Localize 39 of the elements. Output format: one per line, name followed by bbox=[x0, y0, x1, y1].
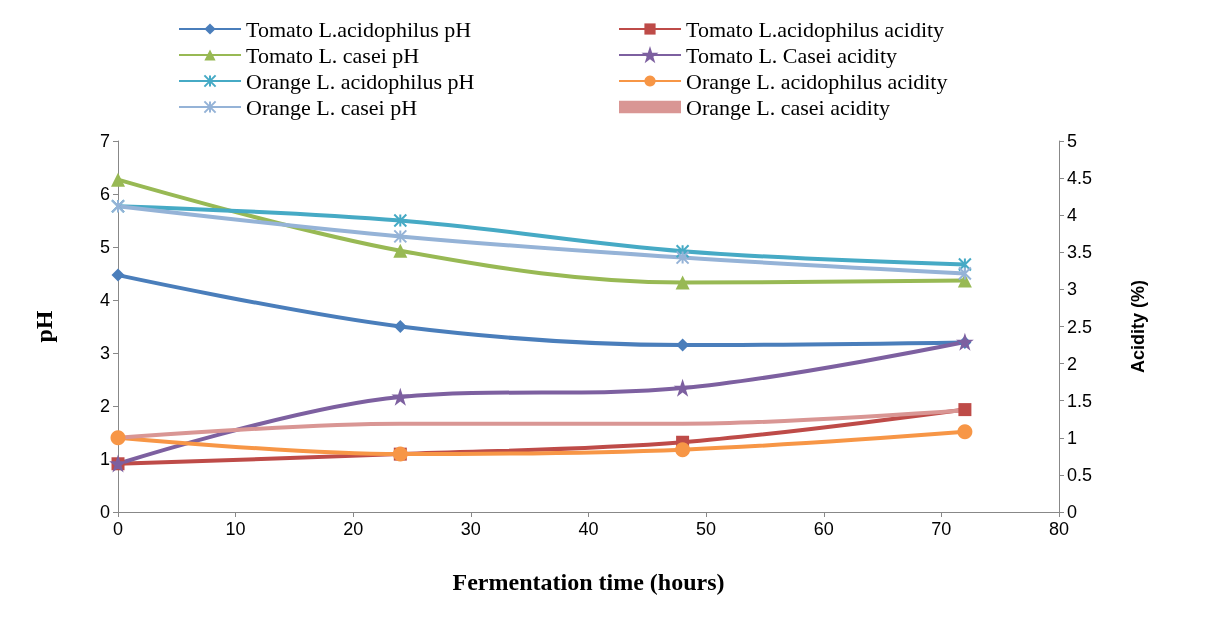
y-tick-label: 0 bbox=[99, 502, 110, 522]
x-tick-label: 60 bbox=[813, 519, 834, 539]
y2-tick-label: 4.5 bbox=[1067, 168, 1093, 189]
y2-tick-label: 0.5 bbox=[1067, 464, 1093, 485]
legend-label: Tomato L.acidophilus pH bbox=[246, 16, 472, 42]
x-tick-label: 80 bbox=[1048, 519, 1070, 539]
x-tick-label: 40 bbox=[578, 519, 599, 539]
y-tick-label: 5 bbox=[99, 237, 110, 257]
x-tick-label: 70 bbox=[931, 519, 952, 539]
y2-tick-label: 5 bbox=[1067, 131, 1078, 151]
legend-label: Orange L. acidophilus acidity bbox=[686, 68, 948, 94]
y2-tick-label: 1 bbox=[1067, 427, 1078, 448]
x-axis-title: Fermentation time (hours) bbox=[452, 569, 725, 595]
y-axis-title: pH bbox=[31, 310, 57, 343]
y-tick-label: 7 bbox=[99, 131, 110, 151]
x-tick-label: 30 bbox=[460, 519, 481, 539]
y2-tick-label: 1.5 bbox=[1067, 390, 1093, 411]
y-tick-label: 6 bbox=[99, 184, 110, 204]
y-tick-label: 4 bbox=[99, 290, 110, 310]
legend-label: Orange L. acidophilus pH bbox=[246, 68, 475, 94]
legend-label: Tomato L. Casei acidity bbox=[686, 42, 898, 68]
y2-axis-title: Acidity (%) bbox=[1128, 279, 1148, 374]
x-tick-label: 20 bbox=[343, 519, 364, 539]
y2-tick-label: 3.5 bbox=[1067, 242, 1093, 263]
y-tick-label: 2 bbox=[99, 396, 110, 416]
legend-label: Orange L. casei acidity bbox=[686, 94, 891, 120]
y2-tick-label: 4 bbox=[1067, 205, 1078, 226]
x-tick-label: 10 bbox=[225, 519, 246, 539]
legend-label: Tomato L. casei pH bbox=[246, 42, 420, 68]
x-tick-label: 50 bbox=[696, 519, 717, 539]
y2-tick-label: 0 bbox=[1067, 502, 1078, 522]
y2-tick-label: 3 bbox=[1067, 279, 1078, 300]
legend-label: Tomato L.acidophilus acidity bbox=[686, 16, 945, 42]
y2-tick-label: 2.5 bbox=[1067, 316, 1093, 337]
legend-label: Orange L. casei pH bbox=[246, 94, 418, 120]
y-tick-label: 1 bbox=[99, 449, 110, 469]
x-tick-label: 0 bbox=[112, 519, 124, 539]
y2-tick-label: 2 bbox=[1067, 353, 1078, 374]
y-tick-label: 3 bbox=[99, 343, 110, 363]
